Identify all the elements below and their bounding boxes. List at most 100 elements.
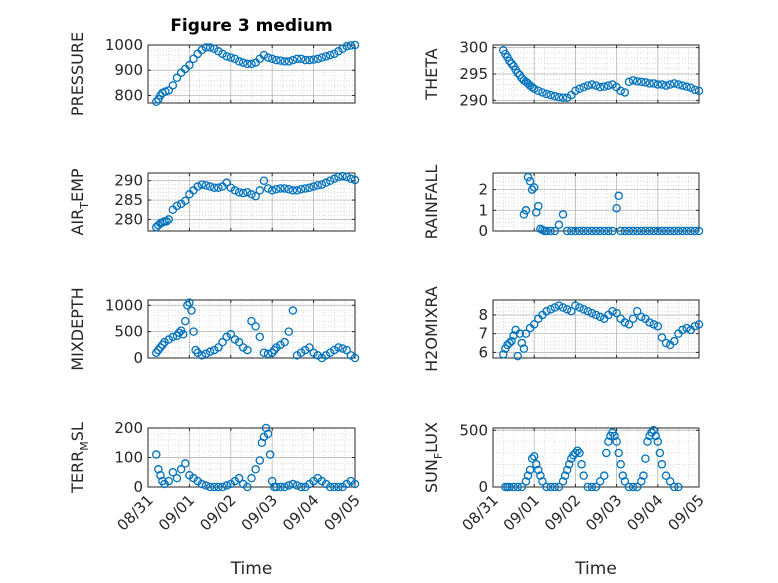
data-point: [550, 91, 560, 101]
data-point: [209, 345, 219, 355]
data-point: [616, 226, 625, 236]
axes-box: [147, 172, 356, 232]
y-tick-label: 285: [114, 191, 143, 209]
data-point: [267, 54, 277, 64]
data-point: [181, 316, 190, 326]
data-point: [624, 482, 634, 492]
data-point: [641, 78, 650, 87]
data-point: [670, 336, 679, 346]
data-point: [661, 226, 671, 236]
data-point: [529, 84, 539, 94]
data-point: [670, 79, 679, 88]
data-point: [575, 303, 584, 312]
data-point: [247, 190, 256, 199]
data-point: [309, 55, 318, 64]
data-point: [247, 473, 256, 483]
data-point: [657, 226, 667, 236]
data-point: [214, 482, 223, 492]
data-point: [645, 318, 654, 327]
data-point: [599, 82, 609, 91]
data-point: [263, 349, 273, 359]
data-point: [567, 306, 576, 316]
data-point: [525, 465, 535, 475]
data-point: [164, 476, 173, 486]
data-point: [632, 77, 642, 86]
y-tick-label: 800: [114, 86, 143, 104]
data-point: [649, 226, 658, 236]
data-point: [546, 226, 555, 236]
data-point: [325, 50, 335, 60]
data-point: [261, 423, 271, 433]
data-point: [193, 182, 202, 191]
data-point: [276, 184, 285, 193]
data-point: [209, 44, 219, 54]
data-point: [628, 226, 638, 236]
data-point: [579, 226, 588, 236]
data-point: [550, 303, 560, 312]
data-point: [628, 314, 638, 323]
data-point: [181, 196, 190, 206]
y-axis-label: AIRTEMP: [68, 168, 91, 235]
data-point: [259, 50, 269, 60]
data-point: [313, 181, 322, 190]
data-point: [655, 448, 665, 458]
data-point: [649, 426, 658, 435]
y-tick-label: 0: [133, 478, 143, 496]
data-point: [645, 226, 654, 236]
data-point: [292, 186, 302, 195]
data-point: [554, 220, 564, 230]
data-point: [156, 343, 165, 352]
axes-box: [147, 299, 356, 359]
data-point: [309, 182, 318, 191]
y-tick-label: 7: [478, 325, 488, 343]
data-point: [280, 482, 289, 492]
data-point: [579, 305, 588, 314]
series-markers: [152, 423, 360, 492]
data-point: [230, 335, 240, 344]
panel-pressure: 800 900 1000 PRESSURE: [68, 32, 360, 116]
data-point: [579, 82, 588, 92]
data-point: [292, 351, 302, 360]
y-tick-label: 290: [114, 172, 143, 190]
data-point: [517, 338, 527, 348]
data-point: [513, 68, 522, 78]
data-point: [534, 201, 543, 211]
data-point: [562, 305, 572, 314]
x-tick-label: 09/04: [279, 491, 322, 534]
data-point: [338, 171, 347, 181]
data-point: [154, 465, 163, 474]
data-point: [546, 90, 555, 100]
data-point: [558, 303, 568, 312]
y-tick-label: 100: [114, 449, 143, 467]
series-markers: [519, 172, 704, 236]
data-point: [317, 353, 327, 363]
data-point: [197, 479, 207, 489]
data-point: [579, 471, 588, 480]
axes-box: [492, 299, 700, 359]
data-point: [612, 203, 621, 213]
data-point: [255, 456, 265, 465]
data-point: [172, 201, 182, 211]
data-point: [499, 350, 508, 359]
data-point: [265, 450, 275, 459]
data-point: [595, 312, 605, 322]
data-point: [201, 349, 211, 359]
data-point: [301, 345, 310, 355]
data-point: [624, 226, 634, 236]
y-axis-label: MIXDEPTH: [68, 287, 87, 370]
data-point: [595, 82, 605, 92]
x-axis-label: Time: [230, 559, 273, 579]
data-point: [284, 327, 294, 336]
data-point: [191, 345, 200, 355]
data-point: [201, 181, 211, 190]
x-tick-label: 09/02: [541, 491, 584, 534]
data-point: [523, 172, 533, 182]
data-point: [325, 176, 335, 185]
data-point: [657, 460, 667, 469]
data-point: [162, 217, 171, 226]
data-point: [152, 450, 161, 459]
data-point: [571, 301, 580, 310]
y-tick-label: 295: [459, 65, 488, 83]
data-point: [346, 174, 356, 184]
